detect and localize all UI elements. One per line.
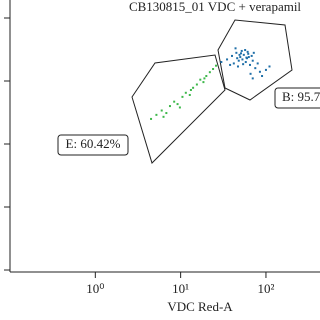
point [235, 51, 238, 54]
point [268, 65, 271, 68]
point [242, 53, 245, 56]
point [240, 49, 243, 52]
point [250, 54, 253, 57]
point [256, 62, 259, 65]
point [251, 59, 254, 62]
gate-e [131, 54, 226, 164]
point [240, 52, 243, 55]
point [236, 57, 239, 60]
point [205, 75, 208, 78]
point [252, 51, 255, 54]
point [212, 68, 215, 71]
point [202, 81, 205, 84]
gate-label: E: 60.42% [66, 136, 121, 151]
point [247, 52, 250, 55]
point [258, 70, 261, 73]
point [176, 103, 179, 106]
point [246, 50, 249, 53]
point [226, 58, 229, 61]
x-tick-label: 10⁰ [86, 281, 104, 296]
point [189, 88, 192, 91]
point [203, 77, 206, 80]
gate-label-box [57, 134, 129, 156]
point [195, 83, 198, 86]
point [168, 105, 171, 108]
point [229, 63, 232, 66]
point [165, 112, 168, 115]
point [244, 61, 247, 64]
point [264, 68, 267, 71]
point [188, 93, 191, 96]
gate-label: B: 95.7 [282, 89, 320, 104]
point [181, 95, 184, 98]
gate-b [217, 19, 293, 101]
point [245, 56, 248, 59]
point [241, 58, 244, 61]
x-axis-label: VDC Red-A [167, 299, 233, 314]
point [242, 63, 245, 66]
point [236, 65, 239, 68]
point [215, 64, 218, 67]
x-tick-label: 10¹ [172, 281, 189, 296]
point [261, 75, 264, 78]
point [244, 49, 247, 52]
point [231, 54, 234, 57]
point [162, 115, 165, 118]
point [251, 77, 254, 80]
point [232, 62, 235, 65]
point [208, 71, 211, 74]
point [150, 117, 153, 120]
point [173, 100, 176, 103]
points [150, 47, 271, 120]
point [234, 47, 237, 50]
x-tick-label: 10² [258, 281, 275, 296]
point [155, 113, 158, 116]
point [199, 78, 202, 81]
point [249, 72, 252, 75]
point [238, 53, 241, 56]
point [184, 91, 187, 94]
point [247, 56, 250, 59]
point [237, 59, 240, 62]
point [192, 86, 195, 89]
gate-label-box [274, 87, 320, 109]
point [220, 61, 223, 64]
point [254, 67, 257, 70]
chart-title: CB130815_01 VDC + verapamil [129, 0, 301, 14]
point [239, 56, 242, 59]
point [248, 63, 251, 66]
point [160, 109, 163, 112]
point [178, 106, 181, 109]
